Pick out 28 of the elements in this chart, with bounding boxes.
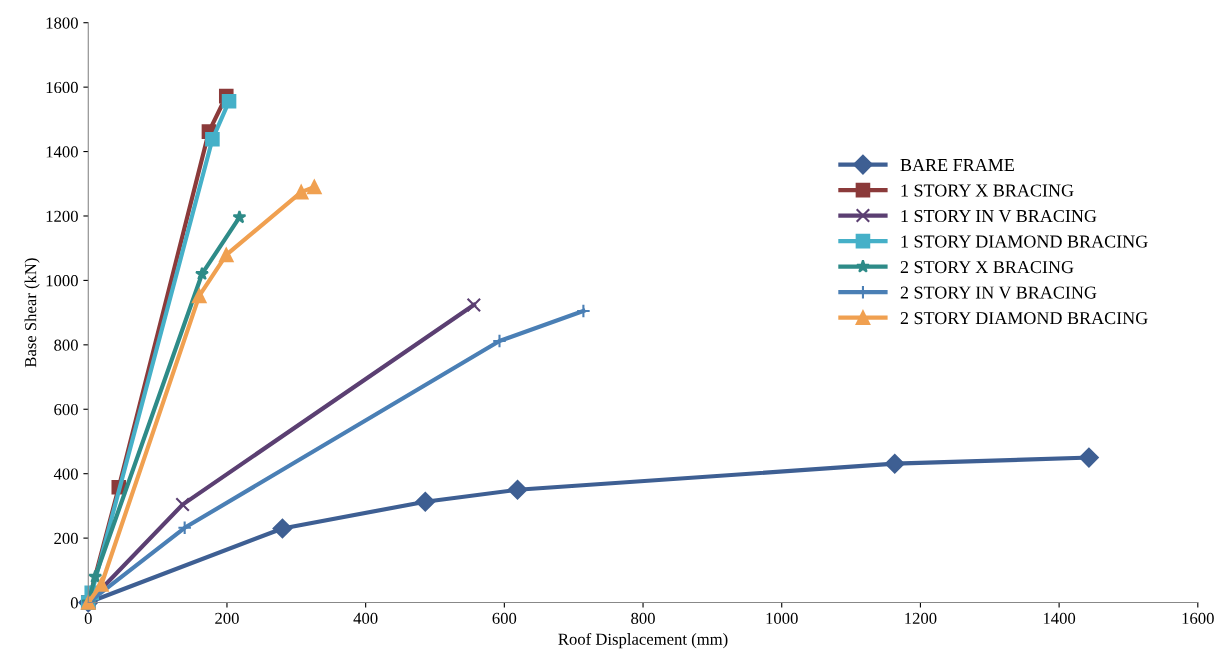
y-tick-label: 400	[53, 468, 78, 480]
x-tick-label: 200	[215, 612, 239, 624]
legend-label: 2 STORY DIAMOND BRACING	[900, 312, 1148, 325]
x-tick-label: 400	[353, 612, 378, 624]
legend-label: 2 STORY X BRACING	[900, 261, 1074, 274]
y-tick-label: 1000	[46, 275, 78, 287]
y-tick-label: 1800	[46, 17, 78, 29]
legend-label: BARE FRAME	[900, 158, 1014, 171]
legend-label: 1 STORY IN V BRACING	[901, 209, 1097, 223]
x-axis-title: Roof Displacement (mm)	[558, 632, 728, 649]
y-tick-label: 800	[54, 339, 78, 351]
x-tick-label: 600	[492, 612, 517, 624]
x-tick-label: 1400	[1043, 612, 1076, 624]
legend-label: 1 STORY X BRACING	[901, 184, 1074, 197]
y-tick-label: 1400	[46, 146, 78, 158]
legend-label: 2 STORY IN V BRACING	[900, 286, 1097, 299]
x-tick-label: 800	[631, 612, 655, 624]
y-tick-label: 200	[54, 532, 78, 545]
y-tick-label: 1600	[46, 81, 78, 94]
y-tick-label: 600	[54, 403, 78, 416]
y-tick-label: 1200	[46, 210, 78, 222]
x-tick-label: 1600	[1182, 612, 1214, 624]
y-axis-title: Base Shear (kN)	[24, 258, 40, 368]
x-tick-label: 0	[84, 612, 92, 624]
x-tick-label: 1200	[905, 612, 937, 624]
legend-label: 1 STORY DIAMOND BRACING	[901, 235, 1148, 248]
x-tick-label: 1000	[766, 612, 798, 624]
y-tick-label: 0	[70, 597, 78, 609]
